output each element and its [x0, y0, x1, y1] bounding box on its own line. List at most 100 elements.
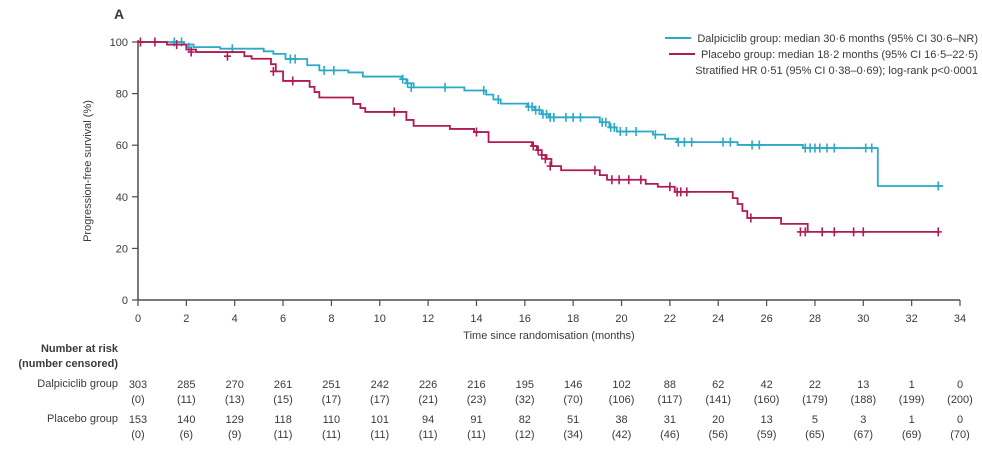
- at-risk-value-placebo: 110: [323, 414, 341, 426]
- at-risk-value-placebo: 91: [470, 414, 482, 426]
- at-risk-value-dalpiciclib: 195: [516, 379, 534, 391]
- x-tick-label: 22: [664, 313, 676, 325]
- censored-value-dalpiciclib: (160): [754, 394, 780, 406]
- x-tick-label: 10: [374, 313, 386, 325]
- censored-value-dalpiciclib: (70): [563, 394, 583, 406]
- at-risk-value-dalpiciclib: 42: [760, 379, 772, 391]
- at-risk-value-placebo: 3: [860, 414, 866, 426]
- censored-value-dalpiciclib: (11): [177, 394, 196, 406]
- censored-value-placebo: (11): [274, 429, 293, 441]
- censored-value-dalpiciclib: (13): [225, 394, 245, 406]
- x-tick-label: 20: [615, 313, 627, 325]
- x-tick-label: 14: [470, 313, 482, 325]
- censored-value-dalpiciclib: (188): [850, 394, 876, 406]
- censored-value-placebo: (11): [467, 429, 486, 441]
- x-tick-label: 30: [857, 313, 869, 325]
- x-tick-label: 32: [906, 313, 918, 325]
- censored-value-placebo: (6): [180, 429, 193, 441]
- panel-label: A: [114, 6, 125, 22]
- y-tick-label: 0: [122, 295, 128, 307]
- at-risk-value-dalpiciclib: 102: [612, 379, 630, 391]
- x-tick-label: 28: [809, 313, 821, 325]
- y-tick-label: 60: [116, 140, 128, 152]
- censored-value-placebo: (69): [902, 429, 922, 441]
- censored-value-dalpiciclib: (106): [609, 394, 635, 406]
- at-risk-value-dalpiciclib: 62: [712, 379, 724, 391]
- x-tick-label: 2: [183, 313, 189, 325]
- y-tick-label: 100: [110, 37, 128, 49]
- y-axis-title: Progression-free survival (%): [82, 100, 94, 242]
- censored-value-placebo: (11): [322, 429, 341, 441]
- at-risk-value-placebo: 101: [371, 414, 389, 426]
- legend-item-placebo: Placebo group: median 18·2 months (95% C…: [665, 47, 978, 63]
- x-tick-label: 8: [328, 313, 334, 325]
- at-risk-value-placebo: 5: [812, 414, 818, 426]
- at-risk-value-dalpiciclib: 1: [909, 379, 915, 391]
- legend-label-dalpiciclib: Dalpiciclib group: median 30·6 months (9…: [697, 33, 978, 45]
- x-tick-label: 0: [135, 313, 141, 325]
- at-risk-subheader: (number censored): [18, 358, 118, 370]
- censored-value-placebo: (42): [612, 429, 632, 441]
- at-risk-value-dalpiciclib: 146: [564, 379, 582, 391]
- x-tick-label: 12: [422, 313, 434, 325]
- censored-value-placebo: (59): [757, 429, 777, 441]
- at-risk-value-dalpiciclib: 285: [177, 379, 195, 391]
- censored-value-dalpiciclib: (199): [899, 394, 925, 406]
- legend-label-placebo: Placebo group: median 18·2 months (95% C…: [701, 49, 978, 61]
- x-tick-label: 18: [567, 313, 579, 325]
- at-risk-value-placebo: 129: [226, 414, 244, 426]
- censored-value-dalpiciclib: (32): [515, 394, 535, 406]
- censored-value-dalpiciclib: (17): [322, 394, 342, 406]
- x-tick-label: 34: [954, 313, 966, 325]
- at-risk-value-placebo: 82: [519, 414, 531, 426]
- y-tick-label: 40: [116, 192, 128, 204]
- at-risk-value-placebo: 0: [957, 414, 963, 426]
- at-risk-row-label-placebo: Placebo group: [47, 413, 118, 425]
- censored-value-dalpiciclib: (15): [273, 394, 293, 406]
- survival-curve-dalpiciclib: [138, 41, 944, 187]
- censored-value-placebo: (34): [563, 429, 583, 441]
- censored-value-placebo: (9): [228, 429, 241, 441]
- at-risk-value-placebo: 51: [567, 414, 579, 426]
- censored-value-placebo: (67): [854, 429, 874, 441]
- censored-value-placebo: (11): [419, 429, 438, 441]
- at-risk-value-dalpiciclib: 303: [129, 379, 147, 391]
- at-risk-row-label-dalpiciclib: Dalpiciclib group: [37, 378, 118, 390]
- x-tick-label: 4: [232, 313, 238, 325]
- censored-value-placebo: (56): [708, 429, 728, 441]
- dalpiciclib-line-swatch-icon: [665, 37, 692, 40]
- at-risk-value-dalpiciclib: 0: [957, 379, 963, 391]
- x-tick-label: 16: [519, 313, 531, 325]
- at-risk-value-placebo: 38: [615, 414, 627, 426]
- x-tick-label: 26: [760, 313, 772, 325]
- at-risk-value-dalpiciclib: 270: [226, 379, 244, 391]
- at-risk-value-placebo: 94: [422, 414, 434, 426]
- at-risk-value-placebo: 13: [760, 414, 772, 426]
- censored-value-dalpiciclib: (200): [947, 394, 973, 406]
- censored-value-dalpiciclib: (117): [657, 394, 682, 406]
- at-risk-header: Number at risk: [40, 343, 118, 355]
- at-risk-value-dalpiciclib: 251: [322, 379, 340, 391]
- at-risk-value-dalpiciclib: 216: [467, 379, 485, 391]
- hr-annotation: Stratified HR 0·51 (95% CI 0·38–0·69); l…: [695, 65, 978, 77]
- at-risk-value-placebo: 153: [129, 414, 147, 426]
- censored-value-dalpiciclib: (21): [418, 394, 438, 406]
- censored-value-dalpiciclib: (141): [705, 394, 731, 406]
- at-risk-value-dalpiciclib: 242: [371, 379, 389, 391]
- y-tick-label: 80: [116, 89, 128, 101]
- at-risk-value-dalpiciclib: 88: [664, 379, 676, 391]
- at-risk-value-placebo: 140: [177, 414, 195, 426]
- x-axis-title: Time since randomisation (months): [463, 330, 635, 342]
- at-risk-value-placebo: 31: [664, 414, 676, 426]
- survival-curve-placebo: [138, 41, 939, 233]
- legend-item-dalpiciclib: Dalpiciclib group: median 30·6 months (9…: [665, 31, 978, 47]
- at-risk-value-placebo: 118: [274, 414, 292, 426]
- legend: Dalpiciclib group: median 30·6 months (9…: [665, 31, 978, 79]
- censored-value-placebo: (46): [660, 429, 680, 441]
- censored-value-placebo: (12): [515, 429, 535, 441]
- placebo-line-swatch-icon: [669, 53, 695, 56]
- at-risk-value-dalpiciclib: 226: [419, 379, 437, 391]
- censored-value-dalpiciclib: (179): [802, 394, 828, 406]
